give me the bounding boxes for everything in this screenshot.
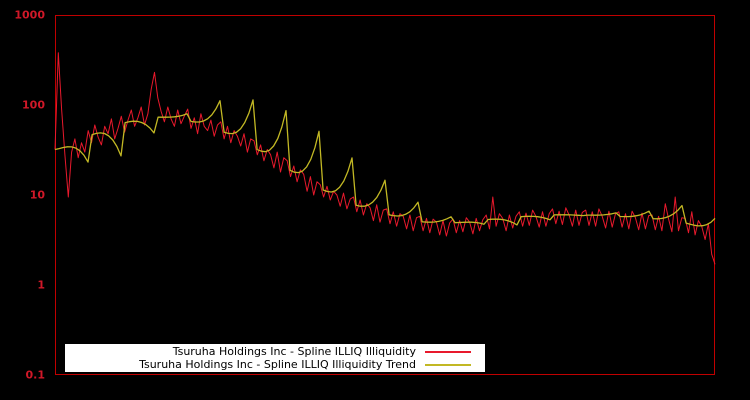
plot-frame xyxy=(55,15,715,375)
legend-item-illiquidity: Tsuruha Holdings Inc - Spline ILLIQ Illi… xyxy=(65,345,485,358)
legend-line-swatch-trend xyxy=(425,363,471,366)
legend-label-illiquidity: Tsuruha Holdings Inc - Spline ILLIQ Illi… xyxy=(172,345,416,358)
illiquidity-series-line xyxy=(54,52,716,265)
legend-line-swatch-illiquidity xyxy=(425,350,471,353)
y-tick-label: 1000 xyxy=(14,8,45,22)
illiquidity-trend-line xyxy=(54,99,716,227)
y-axis-tick-labels: 1000 100 10 1 0.1 xyxy=(0,0,48,400)
y-tick-label: 1 xyxy=(37,278,45,292)
y-tick-label: 100 xyxy=(22,98,45,112)
y-tick-label: 0.1 xyxy=(25,368,46,382)
legend: Tsuruha Holdings Inc - Spline ILLIQ Illi… xyxy=(65,344,485,372)
legend-item-trend: Tsuruha Holdings Inc - Spline ILLIQ Illi… xyxy=(65,358,485,371)
y-tick-label: 10 xyxy=(29,188,45,202)
legend-label-trend: Tsuruha Holdings Inc - Spline ILLIQ Illi… xyxy=(139,358,416,371)
